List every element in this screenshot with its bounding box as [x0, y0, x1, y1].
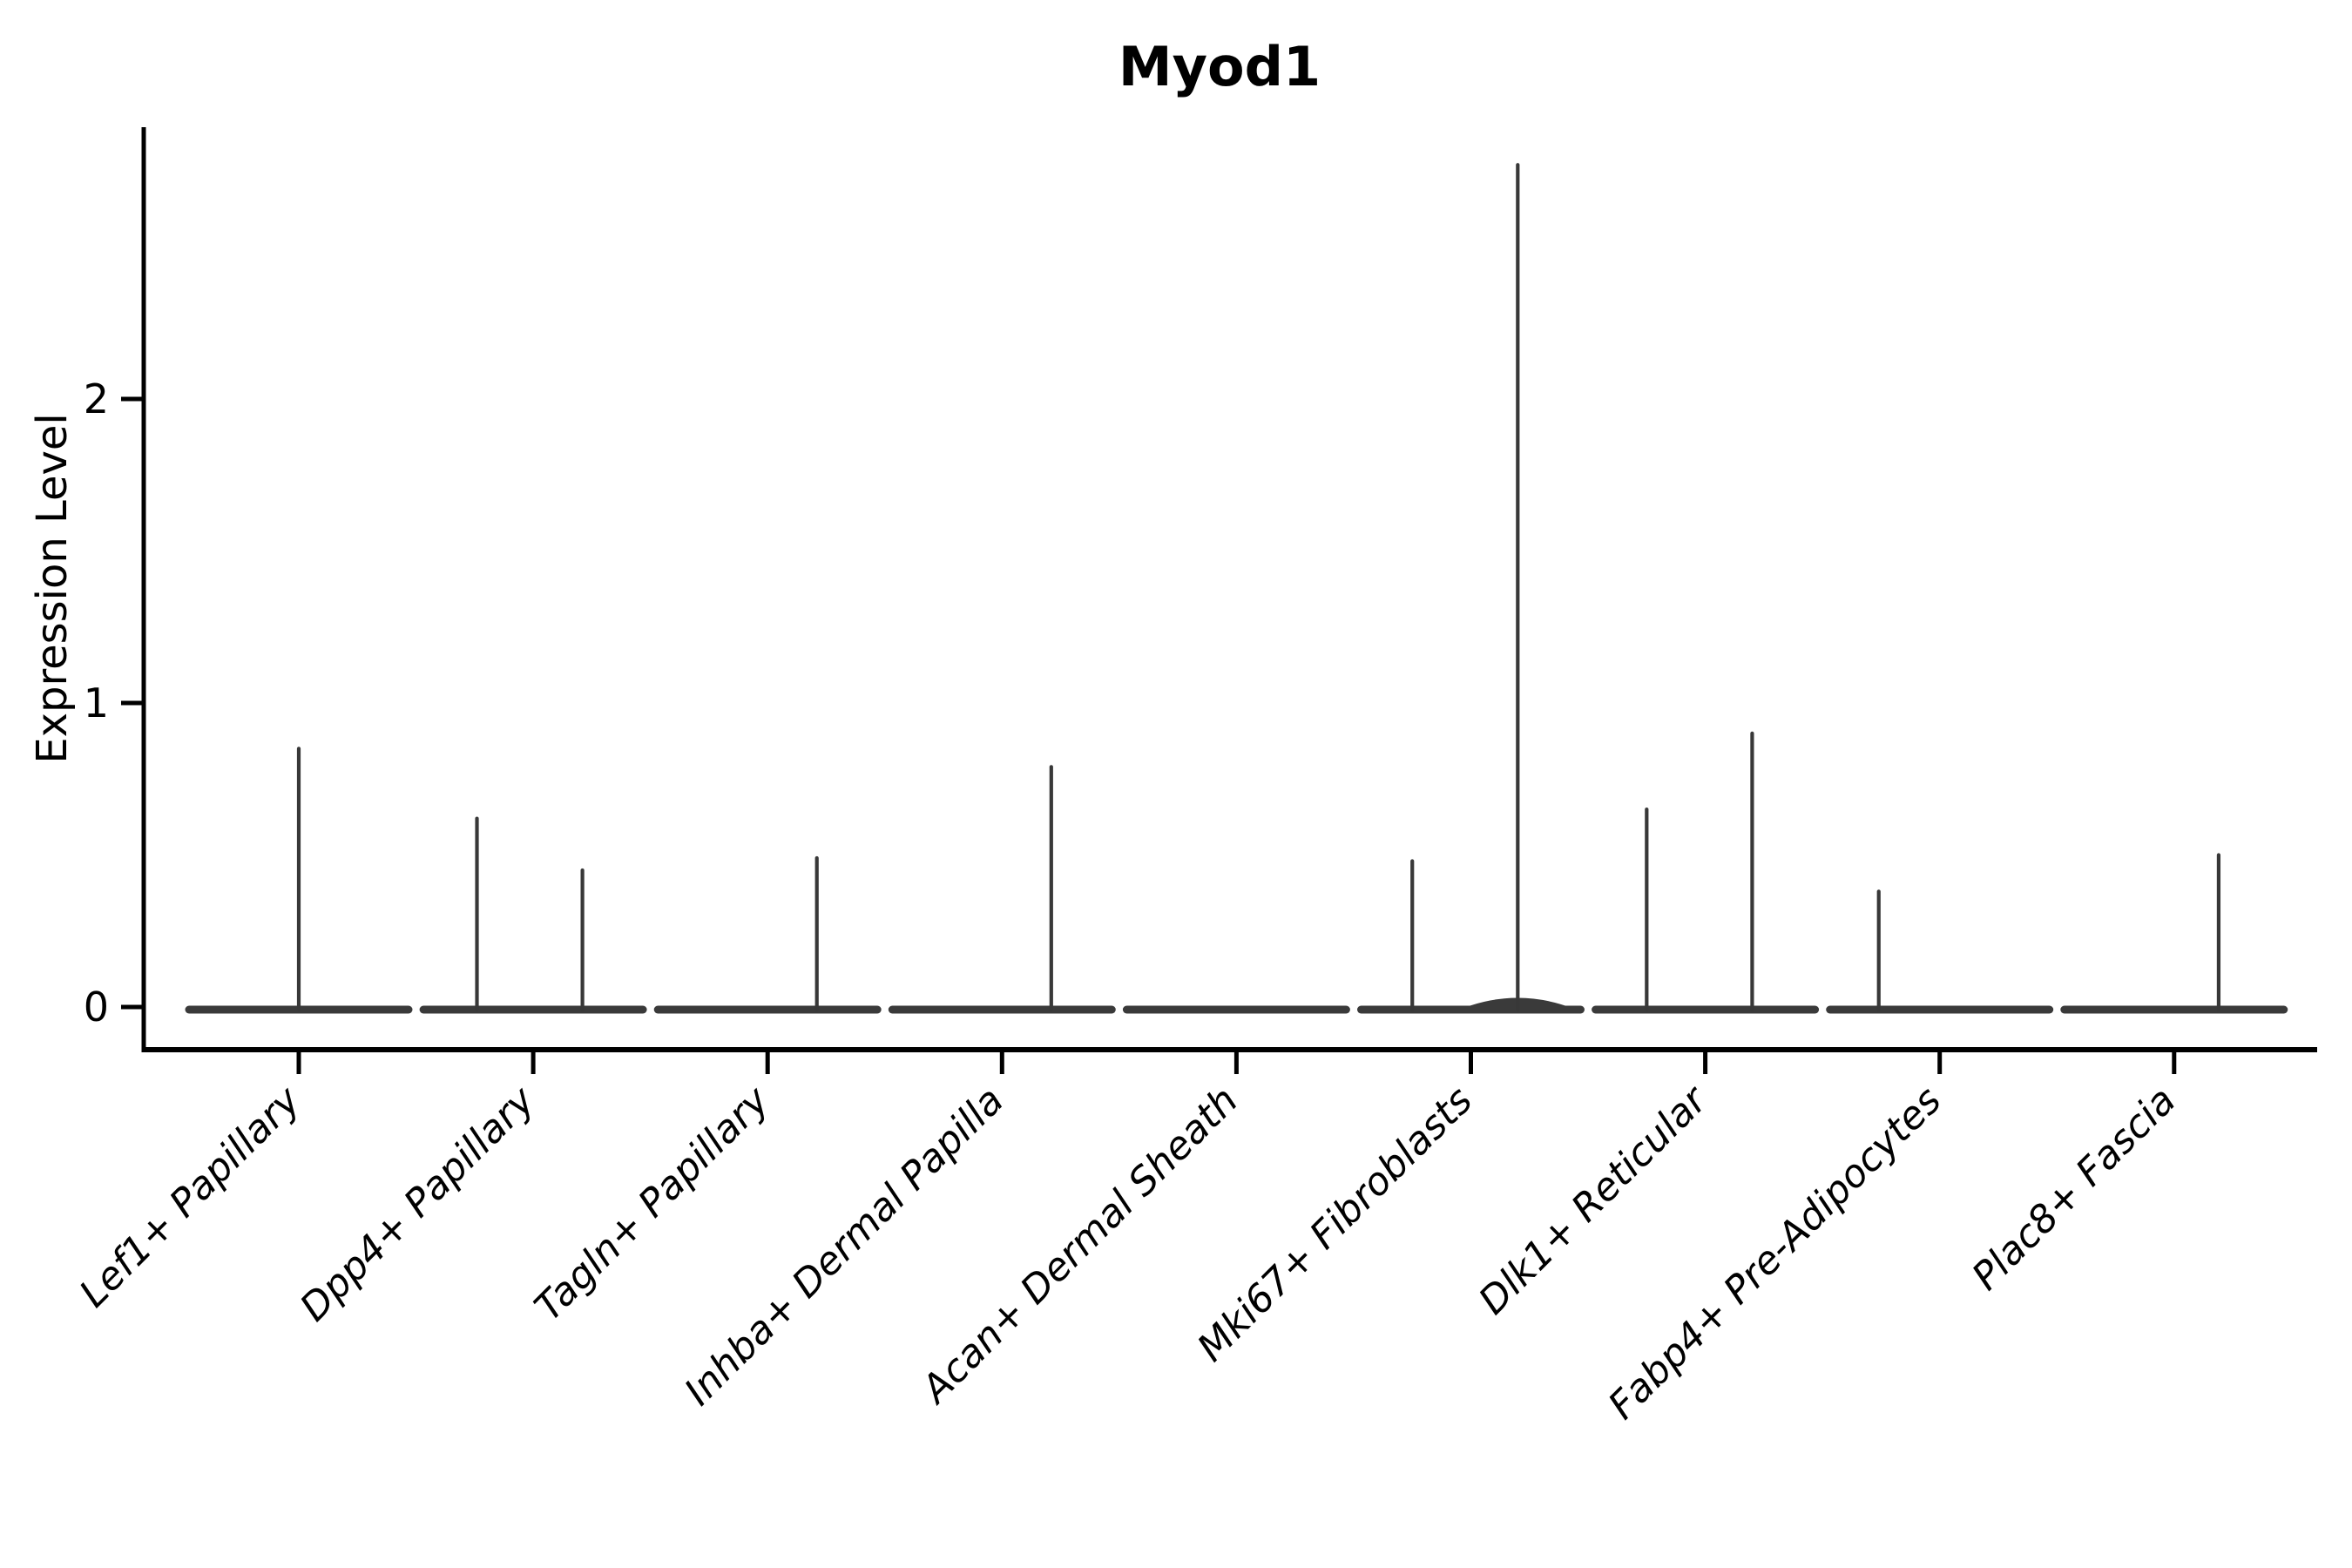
y-axis-label: Expression Level: [28, 413, 77, 764]
y-tick-label: 0: [84, 983, 109, 1031]
y-tick-label: 2: [84, 375, 109, 422]
chart-title: Myod1: [1119, 35, 1321, 98]
y-tick-label: 1: [84, 679, 109, 727]
